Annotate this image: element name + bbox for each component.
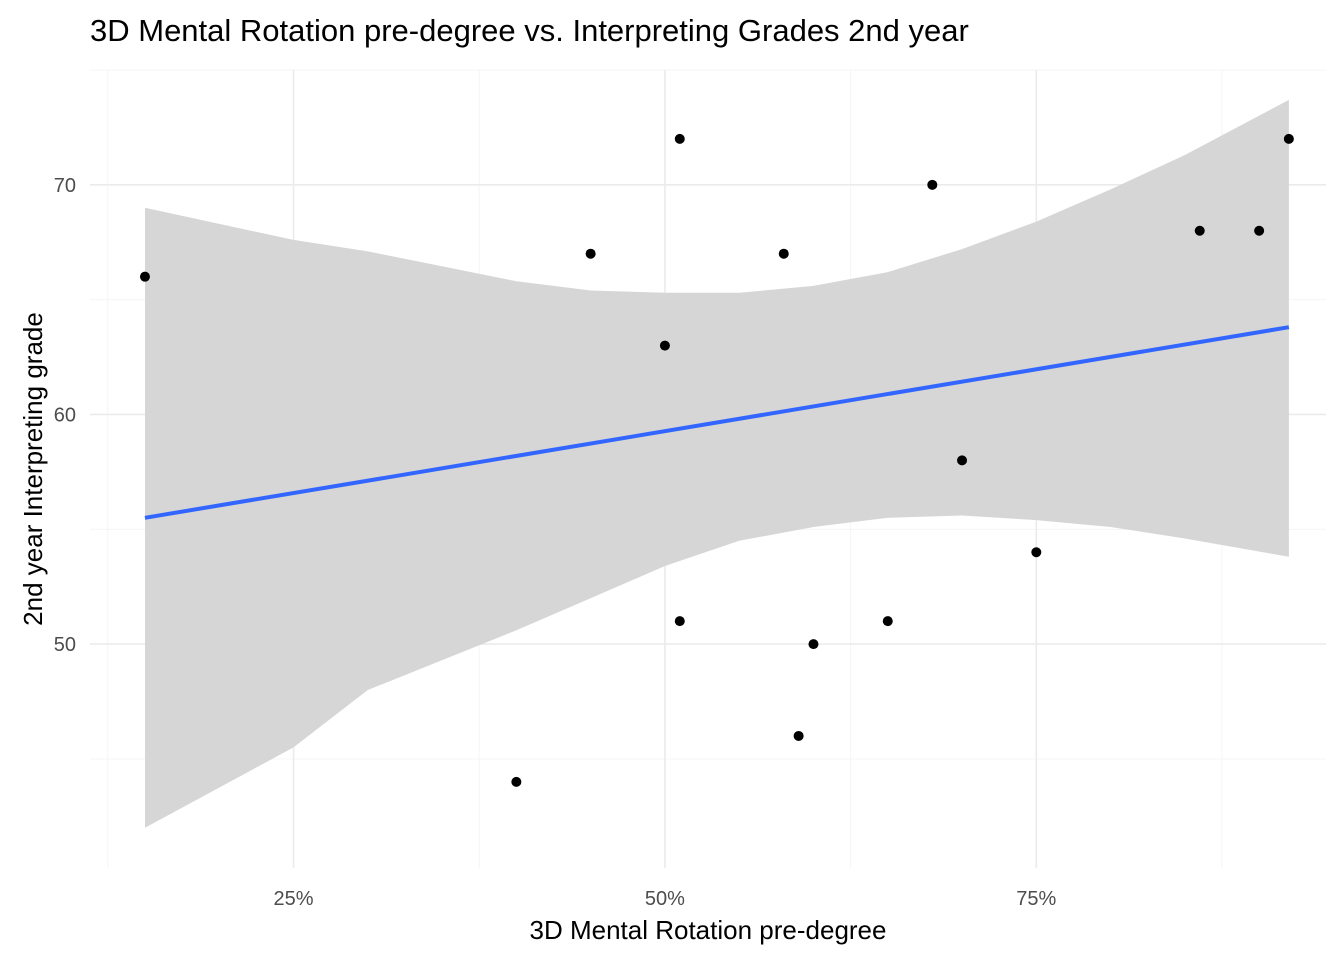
x-tick-label: 75% xyxy=(1016,888,1056,910)
data-point xyxy=(957,455,968,466)
y-tick-label: 60 xyxy=(54,404,76,426)
chart-title: 3D Mental Rotation pre-degree vs. Interp… xyxy=(90,13,969,48)
data-point xyxy=(139,271,150,282)
data-point xyxy=(808,639,819,650)
y-axis-label: 2nd year Interpreting grade xyxy=(18,312,48,626)
data-point xyxy=(778,248,789,259)
data-point xyxy=(674,133,685,144)
x-tick-label: 50% xyxy=(645,888,685,910)
data-point xyxy=(793,730,804,741)
data-point xyxy=(659,340,670,351)
x-axis-tick-labels: 25% 50% 75% xyxy=(274,888,1057,910)
plot-area xyxy=(90,69,1326,868)
data-point xyxy=(1283,133,1294,144)
confidence-band xyxy=(145,99,1289,828)
data-point xyxy=(511,776,522,787)
x-tick-label: 25% xyxy=(274,888,314,910)
data-point xyxy=(882,616,893,627)
data-point xyxy=(1194,225,1205,236)
data-point xyxy=(585,248,596,259)
y-tick-label: 70 xyxy=(54,175,76,197)
y-tick-label: 50 xyxy=(54,634,76,656)
x-axis-label: 3D Mental Rotation pre-degree xyxy=(530,915,887,945)
trend-line xyxy=(144,325,1290,520)
data-points xyxy=(139,133,1294,787)
y-axis-tick-labels: 50 60 70 xyxy=(54,175,76,656)
data-point xyxy=(1031,547,1042,558)
data-point xyxy=(927,179,938,190)
data-point xyxy=(674,616,685,627)
data-point xyxy=(1254,225,1265,236)
